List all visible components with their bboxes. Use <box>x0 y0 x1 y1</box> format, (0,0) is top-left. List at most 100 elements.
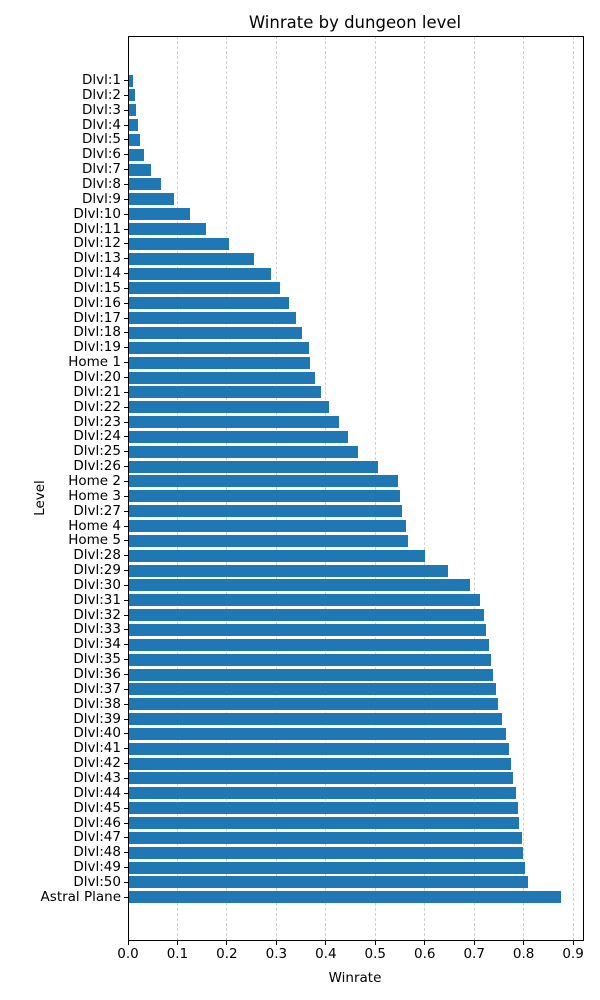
x-tick-label: 0.6 <box>413 946 436 962</box>
x-tick-label: 0.8 <box>512 946 535 962</box>
y-tick-mark <box>123 718 128 720</box>
bar-dlvl-13 <box>128 252 255 265</box>
x-tick-label: 0.0 <box>117 946 139 962</box>
y-tick-label-home-5: Home 5 <box>68 532 121 549</box>
bar-dlvl-48 <box>128 846 524 859</box>
x-tick-mark <box>523 941 525 945</box>
bar-dlvl-28 <box>128 549 426 562</box>
y-tick-mark <box>123 80 128 81</box>
bar-home-5 <box>128 534 409 547</box>
y-tick-label-dlvl-30: Dlvl:30 <box>73 576 121 593</box>
y-tick-label-dlvl-23: Dlvl:23 <box>73 413 121 430</box>
x-axis-label: Winrate <box>328 970 382 986</box>
y-tick-mark <box>123 362 128 364</box>
bar-dlvl-19 <box>128 341 309 354</box>
y-tick-label-dlvl-37: Dlvl:37 <box>73 680 121 697</box>
bar-home-3 <box>128 490 400 503</box>
y-tick-label-dlvl-39: Dlvl:39 <box>73 710 121 727</box>
y-tick-mark <box>123 451 128 453</box>
y-tick-mark <box>123 480 128 482</box>
y-tick-label-dlvl-41: Dlvl:41 <box>73 740 121 757</box>
gridline-x-0.6 <box>424 36 426 941</box>
y-tick-label-dlvl-1: Dlvl:1 <box>81 72 121 88</box>
y-tick-mark <box>123 302 128 304</box>
y-tick-label-dlvl-8: Dlvl:8 <box>81 175 121 192</box>
plot-bars <box>128 36 583 941</box>
y-tick-label-home-3: Home 3 <box>68 487 121 504</box>
y-tick-mark <box>123 852 128 854</box>
y-tick-label-dlvl-4: Dlvl:4 <box>81 116 121 133</box>
bar-dlvl-39 <box>128 713 502 726</box>
bar-dlvl-6 <box>128 148 145 161</box>
y-tick-mark <box>123 881 128 883</box>
y-tick-mark <box>123 317 128 319</box>
y-tick-label-dlvl-18: Dlvl:18 <box>73 324 121 341</box>
x-tick-label: 0.9 <box>562 946 584 962</box>
y-tick-label-dlvl-46: Dlvl:46 <box>73 814 121 831</box>
x-tick-mark <box>325 941 327 945</box>
y-tick-label-dlvl-34: Dlvl:34 <box>73 636 121 653</box>
bar-dlvl-32 <box>128 609 484 622</box>
gridline-x-0.5 <box>374 36 376 941</box>
x-tick-label: 0.4 <box>315 946 337 962</box>
bar-dlvl-10 <box>128 208 190 221</box>
y-tick-mark <box>123 599 128 601</box>
bar-dlvl-36 <box>128 668 493 681</box>
x-tick-mark <box>374 941 376 945</box>
bar-dlvl-49 <box>128 861 525 874</box>
y-tick-mark <box>123 124 128 126</box>
bar-dlvl-37 <box>128 683 496 696</box>
plot-gridlines <box>128 36 583 941</box>
y-tick-mark <box>123 792 128 794</box>
y-tick-label-dlvl-11: Dlvl:11 <box>73 220 121 237</box>
y-tick-label-dlvl-36: Dlvl:36 <box>73 666 121 682</box>
y-tick-label-dlvl-6: Dlvl:6 <box>81 146 121 163</box>
y-tick-mark <box>123 243 128 245</box>
y-tick-label-dlvl-10: Dlvl:10 <box>73 205 121 222</box>
y-tick-mark <box>123 139 128 141</box>
y-tick-label-dlvl-21: Dlvl:21 <box>73 383 121 400</box>
y-tick-label-dlvl-35: Dlvl:35 <box>73 651 121 668</box>
y-tick-label-dlvl-47: Dlvl:47 <box>73 829 121 846</box>
y-tick-mark <box>123 347 128 349</box>
bar-dlvl-22 <box>128 401 329 414</box>
x-tick-mark <box>424 941 426 945</box>
y-tick-label-dlvl-44: Dlvl:44 <box>73 784 121 801</box>
bar-dlvl-11 <box>128 223 207 235</box>
y-tick-label-dlvl-27: Dlvl:27 <box>73 502 121 519</box>
y-tick-mark <box>123 213 128 215</box>
y-tick-label-dlvl-15: Dlvl:15 <box>73 279 121 296</box>
y-tick-mark <box>123 822 128 824</box>
y-tick-mark <box>123 109 128 111</box>
y-tick-mark <box>123 688 128 690</box>
bar-dlvl-15 <box>128 282 281 295</box>
bar-dlvl-5 <box>128 133 140 146</box>
bar-home-2 <box>128 475 398 488</box>
bar-dlvl-26 <box>128 460 379 473</box>
y-tick-mark <box>123 867 128 869</box>
x-tick-label: 0.5 <box>364 946 387 962</box>
y-tick-label-dlvl-20: Dlvl:20 <box>73 369 121 385</box>
y-tick-mark <box>123 406 128 408</box>
bar-home-4 <box>128 520 406 532</box>
bar-dlvl-20 <box>128 371 315 384</box>
y-tick-mark <box>123 555 128 557</box>
y-tick-mark <box>123 525 128 527</box>
bar-dlvl-31 <box>128 594 481 607</box>
x-tick-mark <box>275 941 277 945</box>
y-tick-mark <box>123 154 128 156</box>
bar-dlvl-23 <box>128 416 339 429</box>
y-tick-label-dlvl-48: Dlvl:48 <box>73 844 121 861</box>
y-tick-label-dlvl-40: Dlvl:40 <box>73 725 121 742</box>
bar-dlvl-25 <box>128 445 359 458</box>
gridline-x-0.8 <box>523 36 525 941</box>
y-tick-label-dlvl-26: Dlvl:26 <box>73 458 121 475</box>
y-tick-label-dlvl-28: Dlvl:28 <box>73 547 121 564</box>
gridline-x-0.4 <box>325 36 327 941</box>
x-tick-mark <box>572 941 574 945</box>
y-tick-label-dlvl-22: Dlvl:22 <box>73 398 121 415</box>
bar-dlvl-43 <box>128 772 514 785</box>
y-tick-mark <box>123 629 128 631</box>
gridline-x-0.2 <box>226 36 228 941</box>
y-tick-label-home-1: Home 1 <box>68 354 121 371</box>
